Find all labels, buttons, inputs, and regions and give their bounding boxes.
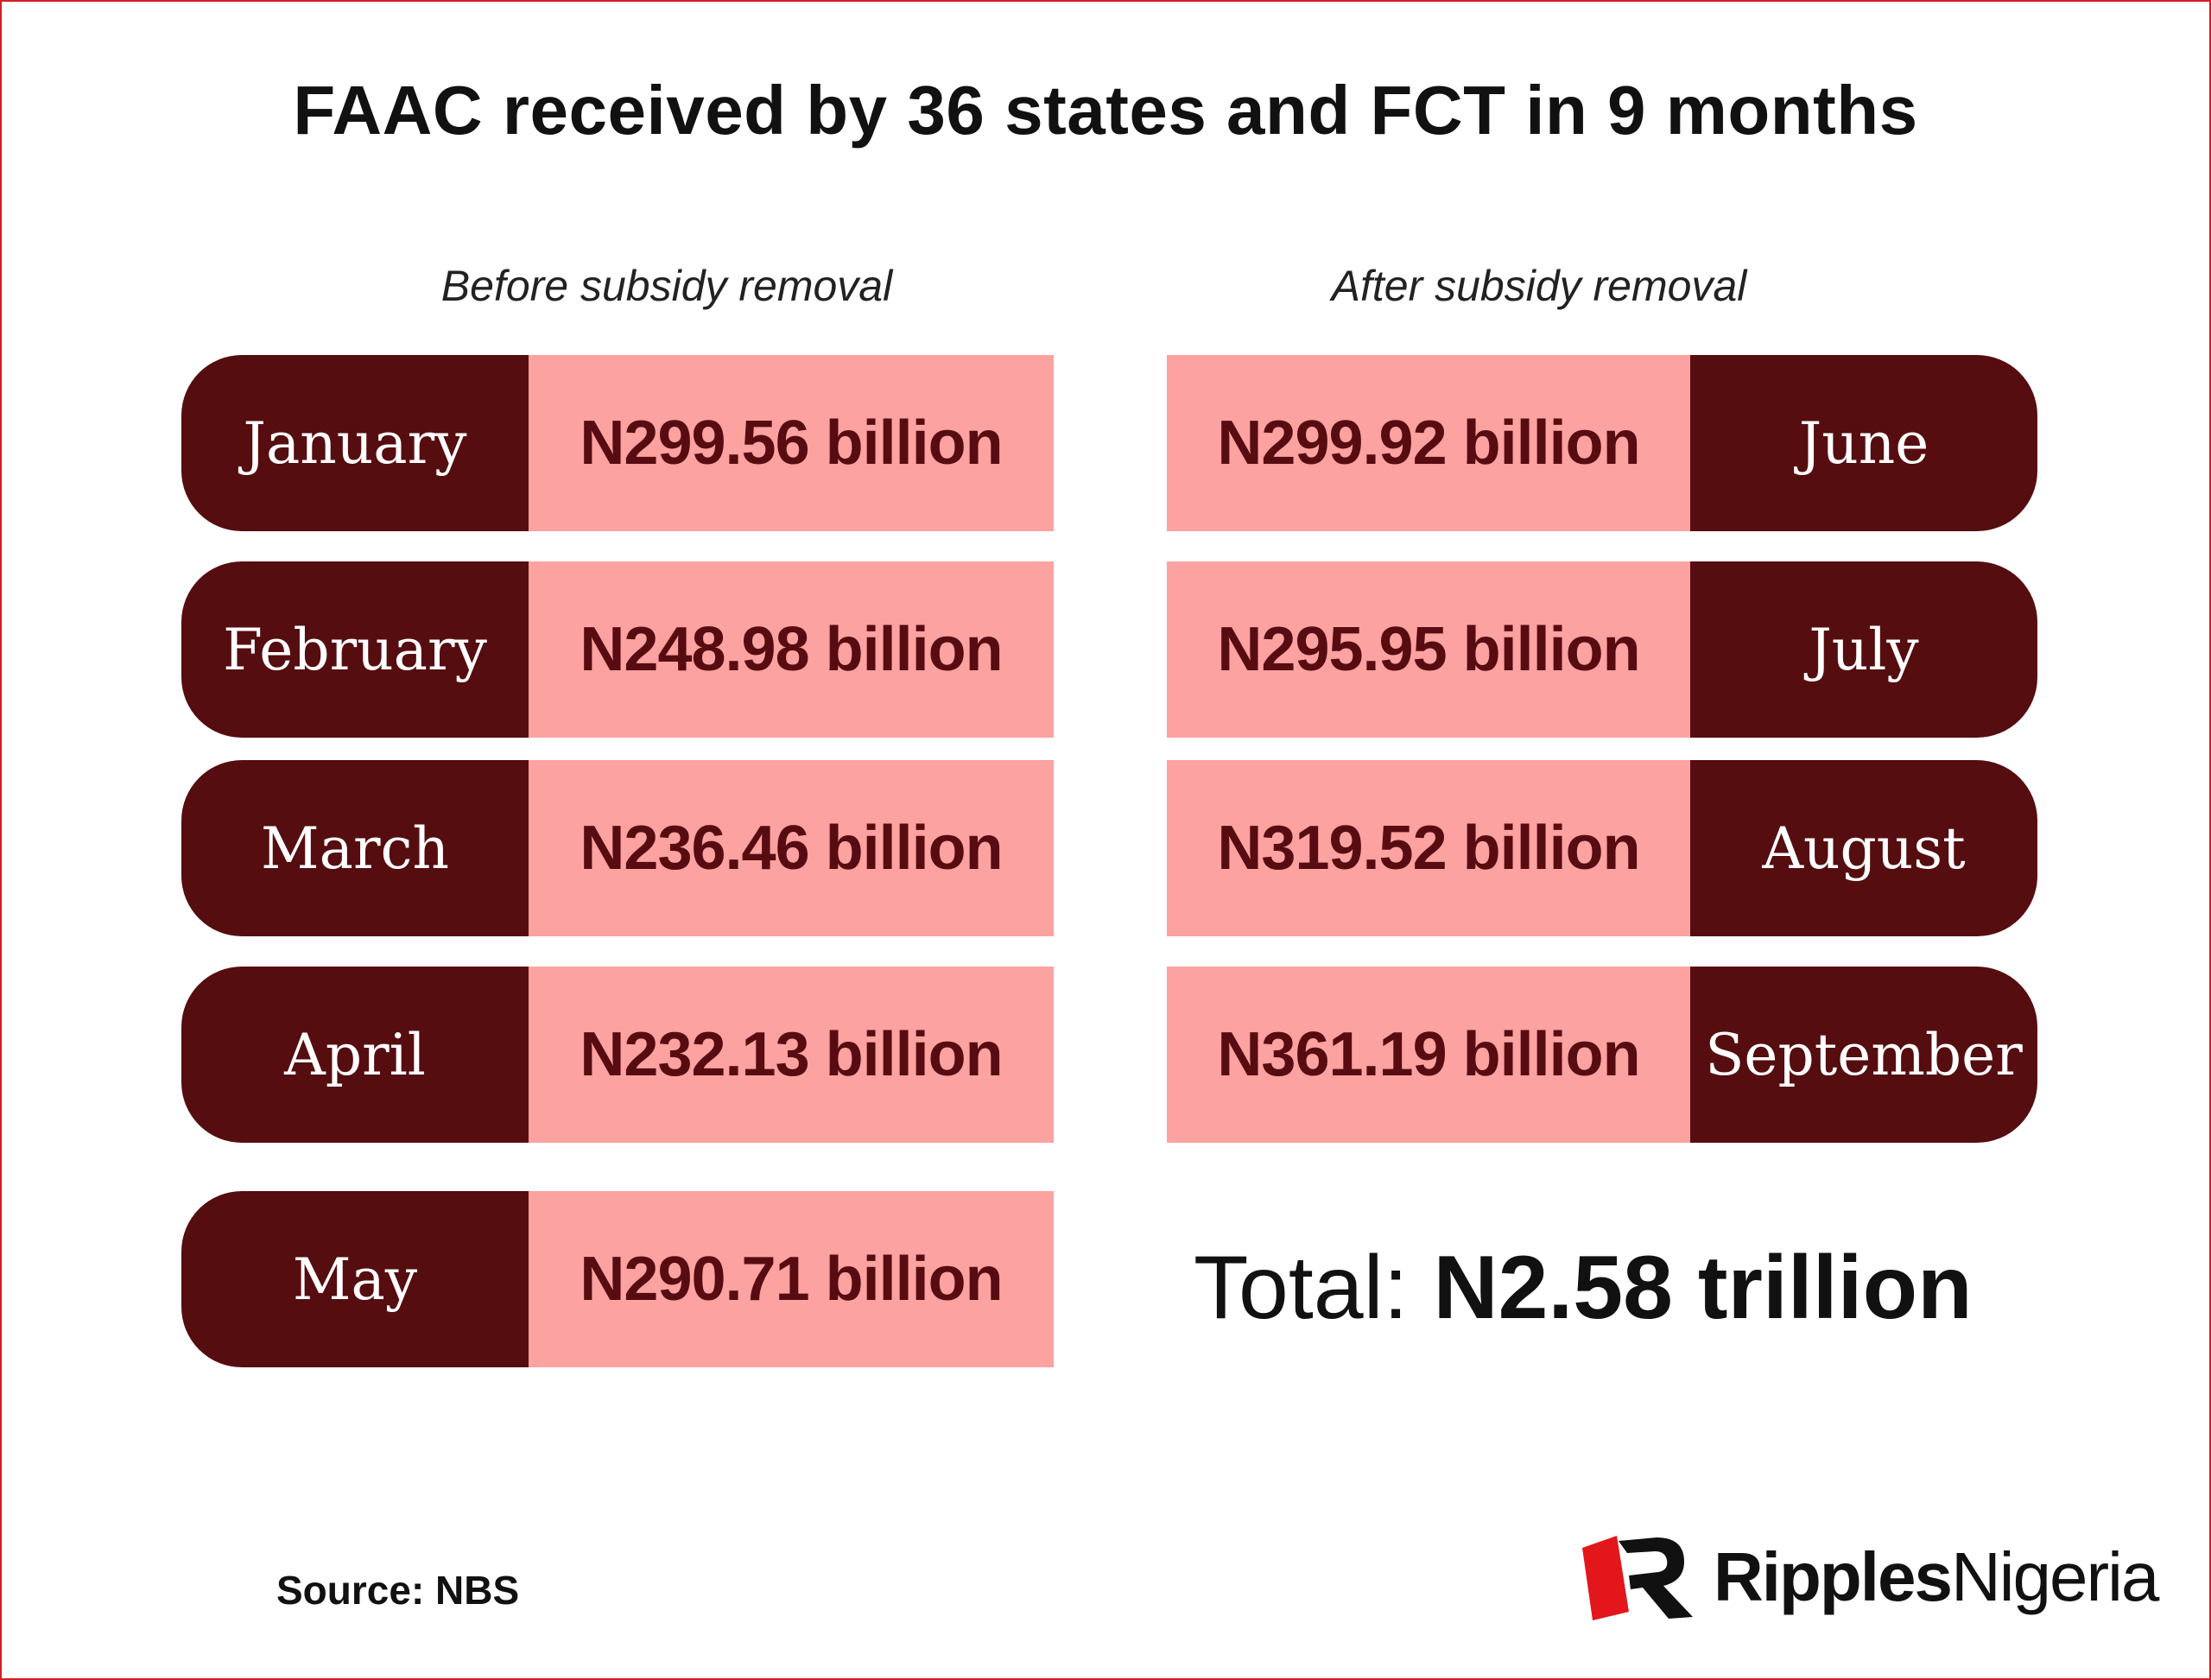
month-label: February [181, 561, 529, 738]
month-label: June [1690, 355, 2037, 531]
row-march: March N236.46 billion [181, 760, 1054, 936]
month-label: August [1690, 760, 2037, 936]
amount-value: N295.95 billion [1167, 561, 1690, 738]
ripples-r-logo-icon [1579, 1532, 1698, 1622]
row-july: N295.95 billion July [1167, 561, 2037, 738]
month-label: May [181, 1191, 529, 1367]
amount-value: N236.46 billion [529, 760, 1054, 936]
row-february: February N248.98 billion [181, 561, 1054, 738]
row-august: N319.52 billion August [1167, 760, 2037, 936]
amount-value: N361.19 billion [1167, 967, 1690, 1143]
amount-value: N248.98 billion [529, 561, 1054, 738]
total-summary: Total: N2.58 trillion [1194, 1237, 1973, 1340]
row-april: April N232.13 billion [181, 967, 1054, 1143]
month-label: January [181, 355, 529, 531]
brand-name-bold: Ripples [1714, 1538, 1953, 1615]
amount-value: N319.52 billion [1167, 760, 1690, 936]
page-title: FAAC received by 36 states and FCT in 9 … [293, 72, 1918, 149]
row-june: N299.92 billion June [1167, 355, 2037, 531]
source-note: Source: NBS [276, 1568, 520, 1613]
ripples-nigeria-logo: RipplesNigeria [1579, 1532, 2159, 1622]
month-label: July [1690, 561, 2037, 738]
brand-name-regular: Nigeria [1950, 1538, 2159, 1615]
row-january: January N299.56 billion [181, 355, 1054, 531]
row-may: May N290.71 billion [181, 1191, 1054, 1367]
row-september: N361.19 billion September [1167, 967, 2037, 1143]
amount-value: N232.13 billion [529, 967, 1054, 1143]
amount-value: N290.71 billion [529, 1191, 1054, 1367]
amount-value: N299.92 billion [1167, 355, 1690, 531]
month-label: April [181, 967, 529, 1143]
brand-wordmark: RipplesNigeria [1714, 1537, 2159, 1617]
total-value: N2.58 trillion [1433, 1238, 1973, 1338]
month-label: September [1690, 967, 2037, 1143]
total-label: Total: [1194, 1238, 1434, 1338]
month-label: March [181, 760, 529, 936]
amount-value: N299.56 billion [529, 355, 1054, 531]
after-subsidy-heading: After subsidy removal [1331, 262, 1747, 310]
before-subsidy-heading: Before subsidy removal [440, 262, 893, 310]
